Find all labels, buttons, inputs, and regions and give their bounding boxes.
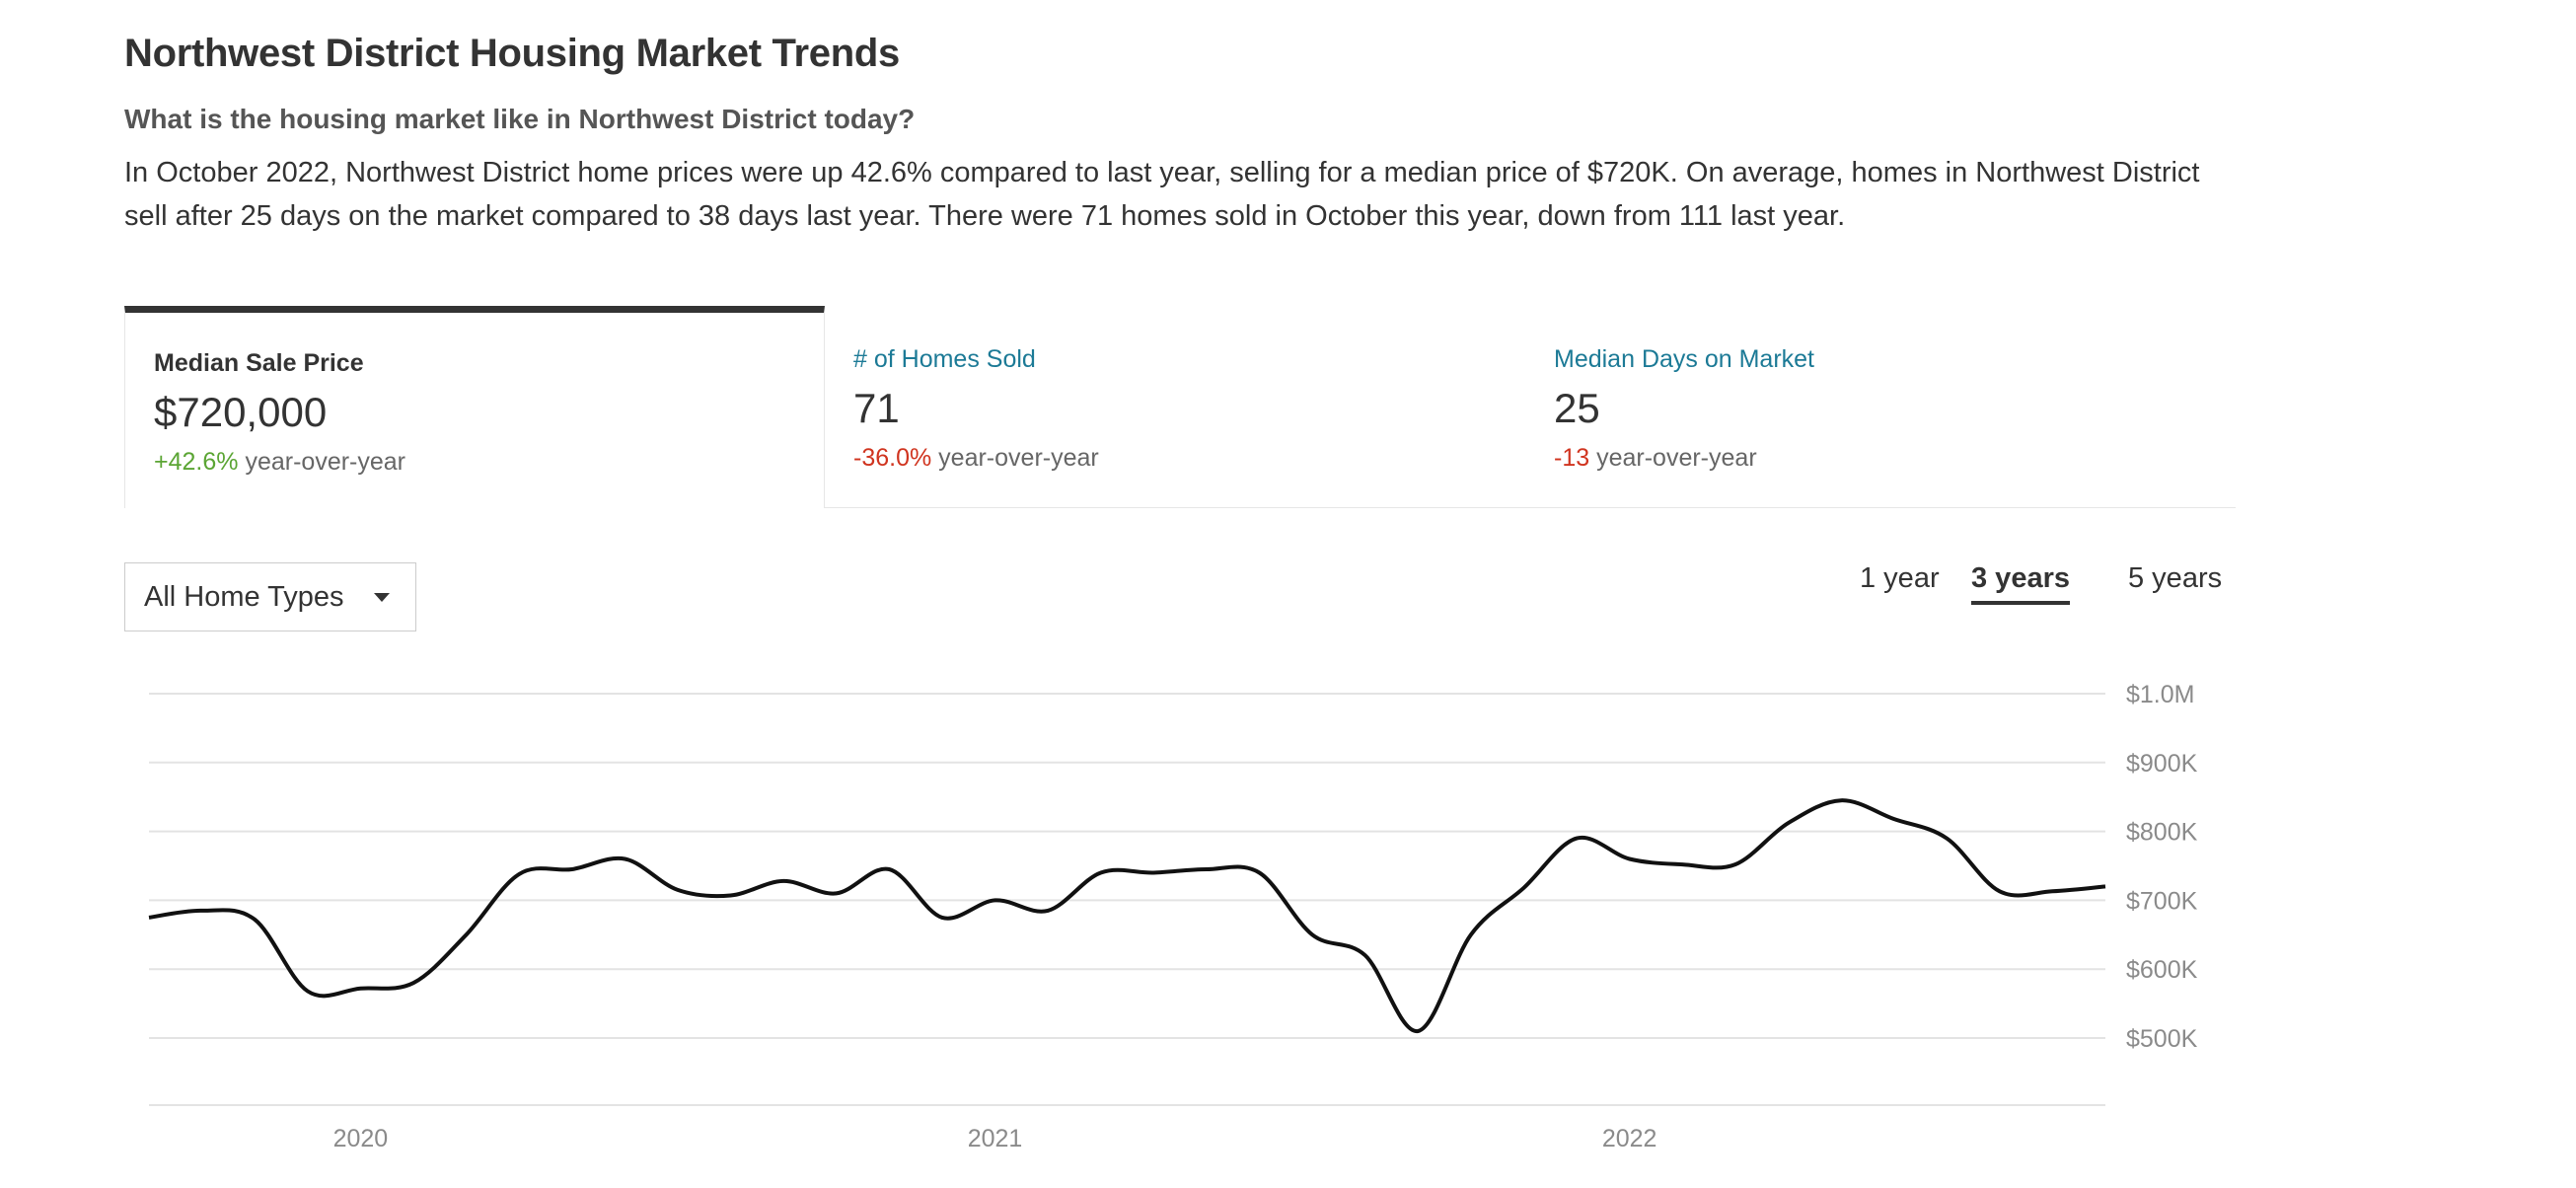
data-point[interactable] xyxy=(513,868,525,880)
y-tick-label: $500K xyxy=(2126,1025,2198,1053)
data-point[interactable] xyxy=(936,912,948,924)
data-point[interactable] xyxy=(1624,854,1636,865)
data-point[interactable] xyxy=(725,890,737,902)
data-point[interactable] xyxy=(1676,858,1688,870)
data-point[interactable] xyxy=(1571,833,1582,845)
median-sale-price-chart: $1.0M $900K $800K $700K $600K $500K 2020 2021 20… xyxy=(143,681,2198,1152)
tab-median-sale-price[interactable]: Median Sale Price $720,000 +42.6% year-o… xyxy=(124,306,825,508)
median-price-line xyxy=(148,798,2106,1033)
data-point[interactable] xyxy=(1941,833,1952,845)
range-5-years[interactable]: 5 years xyxy=(2128,562,2223,594)
data-point[interactable] xyxy=(566,863,578,875)
x-tick-label: 2022 xyxy=(1602,1125,1657,1152)
tab-change: -36.0% year-over-year xyxy=(853,444,1099,473)
data-point[interactable] xyxy=(302,986,314,998)
y-tick-label: $700K xyxy=(2126,887,2198,915)
data-point[interactable] xyxy=(1042,905,1054,917)
data-point[interactable] xyxy=(777,875,789,887)
data-point[interactable] xyxy=(883,863,895,875)
data-point[interactable] xyxy=(1465,928,1477,940)
y-tick-label: $600K xyxy=(2126,956,2198,984)
home-type-selected: All Home Types xyxy=(144,581,344,613)
range-1-year[interactable]: 1 year xyxy=(1860,562,1940,594)
tab-median-days-on-market[interactable]: Median Days on Market 25 -13 year-over-y… xyxy=(1525,306,2226,507)
data-point[interactable] xyxy=(1412,1025,1424,1037)
market-trends-section: Northwest District Housing Market Trends… xyxy=(124,0,2236,1188)
data-point[interactable] xyxy=(619,854,630,865)
data-point[interactable] xyxy=(990,894,1001,906)
data-point[interactable] xyxy=(1095,866,1107,878)
data-point[interactable] xyxy=(831,887,843,899)
change-value: -13 xyxy=(1554,444,1590,472)
data-point[interactable] xyxy=(1994,885,2006,897)
data-point[interactable] xyxy=(196,905,208,917)
data-point[interactable] xyxy=(1147,866,1159,878)
data-point[interactable] xyxy=(1360,949,1371,961)
data-point[interactable] xyxy=(407,977,419,989)
data-point[interactable] xyxy=(1835,794,1847,806)
metric-tabs: Median Sale Price $720,000 +42.6% year-o… xyxy=(124,306,2236,508)
data-point[interactable] xyxy=(354,983,366,995)
data-point[interactable] xyxy=(1888,813,1900,825)
y-tick-label: $900K xyxy=(2126,750,2198,778)
data-point[interactable] xyxy=(1253,866,1265,878)
x-tick-label: 2020 xyxy=(333,1125,389,1152)
page-subtitle: What is the housing market like in North… xyxy=(124,104,916,134)
data-point[interactable] xyxy=(461,928,473,940)
change-suffix: year-over-year xyxy=(938,444,1099,472)
data-point[interactable] xyxy=(1517,882,1529,894)
tab-value: 71 xyxy=(853,385,900,431)
data-point[interactable] xyxy=(672,884,684,896)
data-point[interactable] xyxy=(143,912,155,924)
tab-value: $720,000 xyxy=(154,389,328,435)
tab-value: 25 xyxy=(1554,385,1600,431)
data-point[interactable] xyxy=(1782,817,1794,829)
data-point[interactable] xyxy=(1730,858,1741,870)
market-summary: In October 2022, Northwest District home… xyxy=(124,157,2200,232)
home-type-dropdown[interactable]: All Home Types xyxy=(124,562,416,631)
y-tick-label: $800K xyxy=(2126,819,2198,847)
data-point[interactable] xyxy=(1306,928,1318,940)
y-tick-label: $1.0M xyxy=(2126,681,2194,708)
data-point[interactable] xyxy=(1201,863,1213,875)
caret-down-icon xyxy=(374,593,390,602)
data-point[interactable] xyxy=(2099,880,2111,892)
tab-label: Median Days on Market xyxy=(1554,345,1815,373)
data-point[interactable] xyxy=(2046,885,2058,897)
change-suffix: year-over-year xyxy=(245,448,406,476)
page-title: Northwest District Housing Market Trends xyxy=(124,32,900,75)
change-value: +42.6% xyxy=(154,448,239,476)
tab-change: -13 year-over-year xyxy=(1554,444,1757,473)
tab-label: # of Homes Sold xyxy=(853,345,1036,373)
tab-homes-sold[interactable]: # of Homes Sold 71 -36.0% year-over-year xyxy=(825,306,1525,507)
tab-label: Median Sale Price xyxy=(154,349,364,377)
x-tick-label: 2021 xyxy=(968,1125,1023,1152)
change-value: -36.0% xyxy=(853,444,932,472)
range-3-years[interactable]: 3 years xyxy=(1971,562,2070,605)
data-point[interactable] xyxy=(249,914,260,926)
tab-change: +42.6% year-over-year xyxy=(154,448,405,477)
change-suffix: year-over-year xyxy=(1596,444,1757,472)
